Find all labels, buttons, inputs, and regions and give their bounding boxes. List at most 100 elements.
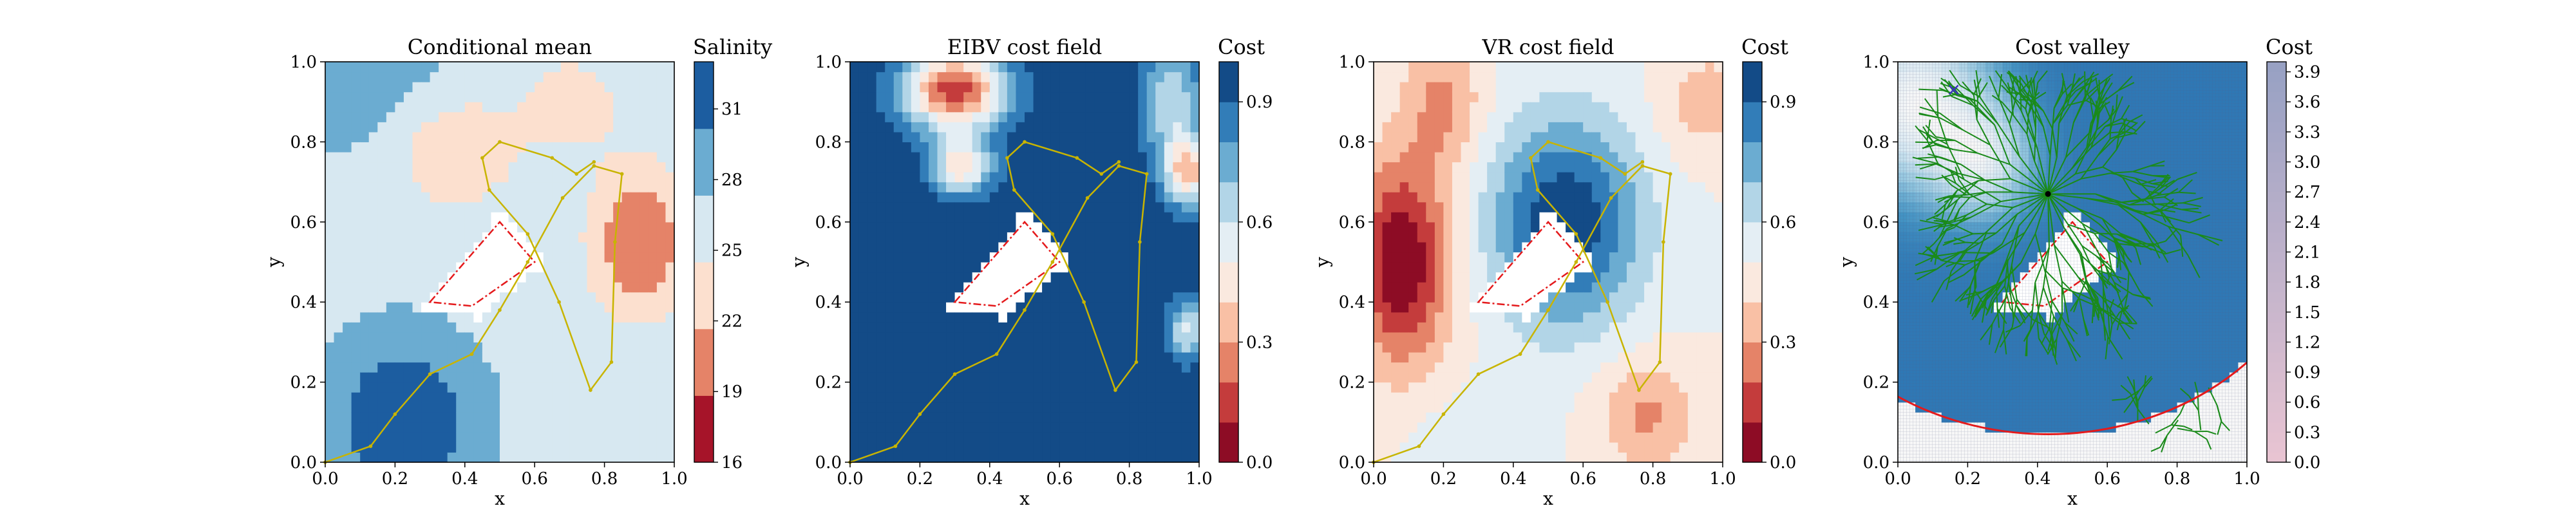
heatmap-cell <box>360 392 370 403</box>
heatmap-cell <box>1487 71 1497 82</box>
heatmap-cell <box>928 392 938 403</box>
heatmap-cell <box>334 432 343 443</box>
heatmap-cell <box>1146 362 1156 373</box>
heatmap-cell <box>1173 221 1182 232</box>
heatmap-cell <box>1382 382 1392 393</box>
heatmap-cell <box>395 252 404 263</box>
heatmap-cell <box>1461 201 1470 212</box>
heatmap-cell <box>1566 392 1575 403</box>
heatmap-cell <box>1504 382 1514 393</box>
heatmap-cell <box>1696 312 1706 323</box>
heatmap-cell <box>1478 412 1488 423</box>
heatmap-cell <box>1146 262 1156 273</box>
heatmap-cell <box>1155 292 1165 303</box>
heatmap-cell <box>560 292 570 303</box>
heatmap-cell <box>552 442 562 453</box>
heatmap-cell <box>1164 442 1173 453</box>
heatmap-cell <box>1714 302 1723 313</box>
heatmap-cell <box>491 262 500 273</box>
heatmap-cell <box>998 342 1008 353</box>
heatmap-cell <box>639 82 649 93</box>
heatmap-cell <box>1513 442 1522 453</box>
heatmap-cell <box>1609 262 1618 273</box>
heatmap-cell <box>569 71 579 82</box>
heatmap-cell <box>403 182 413 192</box>
heatmap-cell <box>665 111 675 122</box>
heatmap-cell <box>343 122 352 133</box>
heatmap-cell <box>1635 282 1645 293</box>
heatmap-cell <box>500 182 509 192</box>
heatmap-cell <box>1644 312 1654 323</box>
heatmap-cell <box>500 432 509 443</box>
heatmap-cell <box>1138 422 1148 433</box>
x-tick-label: 1.0 <box>1709 469 1736 489</box>
path-point <box>1050 260 1055 264</box>
heatmap-cell <box>1662 422 1671 433</box>
heatmap-cell <box>981 192 990 203</box>
heatmap-cell <box>630 392 640 403</box>
heatmap-cell <box>911 182 920 192</box>
heatmap-cell <box>1417 151 1426 163</box>
heatmap-cell <box>928 372 938 383</box>
heatmap-cell <box>981 372 990 383</box>
heatmap-cell <box>928 302 938 313</box>
heatmap-cell <box>1539 292 1549 303</box>
heatmap-cell <box>1635 122 1645 133</box>
heatmap-cell <box>954 62 964 73</box>
heatmap-cell <box>920 442 929 453</box>
heatmap-cell <box>665 382 675 393</box>
heatmap-cell <box>535 212 544 223</box>
heatmap-cell <box>981 91 990 102</box>
heatmap-cell <box>621 102 631 113</box>
heatmap-cell <box>412 151 422 163</box>
heatmap-cell <box>543 292 553 303</box>
heatmap-cell <box>954 201 964 212</box>
heatmap-cell <box>377 162 387 173</box>
heatmap-cell <box>850 292 860 303</box>
heatmap-cell <box>412 241 422 253</box>
heatmap-cell <box>1164 82 1173 93</box>
heatmap-cell <box>1417 241 1426 253</box>
heatmap-cell <box>1487 302 1497 313</box>
heatmap-cell <box>526 221 535 232</box>
heatmap-cell <box>1705 422 1715 433</box>
heatmap-cell <box>421 272 431 283</box>
heatmap-cell <box>508 182 518 192</box>
heatmap-cell <box>1103 282 1113 293</box>
heatmap-cell <box>1042 91 1052 102</box>
heatmap-cell <box>543 402 553 413</box>
heatmap-cell <box>1653 151 1662 163</box>
heatmap-cell <box>621 151 631 163</box>
heatmap-cell <box>850 162 860 173</box>
heatmap-cell <box>1094 192 1104 203</box>
heatmap-cell <box>482 142 492 153</box>
heatmap-cell <box>630 452 640 463</box>
heatmap-cell <box>456 102 466 113</box>
heatmap-cell <box>1129 102 1139 113</box>
heatmap-cell <box>1399 122 1409 133</box>
heatmap-cell <box>421 172 431 183</box>
heatmap-cell <box>543 142 553 153</box>
heatmap-cell <box>386 362 395 373</box>
heatmap-cell <box>1434 162 1444 173</box>
heatmap-cell <box>1112 71 1121 82</box>
heatmap-cell <box>482 372 492 383</box>
heatmap-cell <box>403 342 413 353</box>
heatmap-cell <box>911 221 920 232</box>
heatmap-cell <box>386 91 395 102</box>
heatmap-cell <box>920 392 929 403</box>
heatmap-cell <box>1635 172 1645 183</box>
heatmap-cell <box>1121 362 1130 373</box>
heatmap-cell <box>473 162 483 173</box>
heatmap-cell <box>1025 262 1034 273</box>
heatmap-cell <box>1714 232 1723 243</box>
colorbar-band <box>1219 382 1238 423</box>
heatmap-cell <box>1077 71 1086 82</box>
heatmap-cell <box>1653 102 1662 113</box>
heatmap-cell <box>377 201 387 212</box>
heatmap-cell <box>1530 372 1540 383</box>
heatmap-cell <box>850 302 860 313</box>
heatmap-cell <box>403 372 413 383</box>
heatmap-cell <box>1146 272 1156 283</box>
heatmap-cell <box>639 62 649 73</box>
